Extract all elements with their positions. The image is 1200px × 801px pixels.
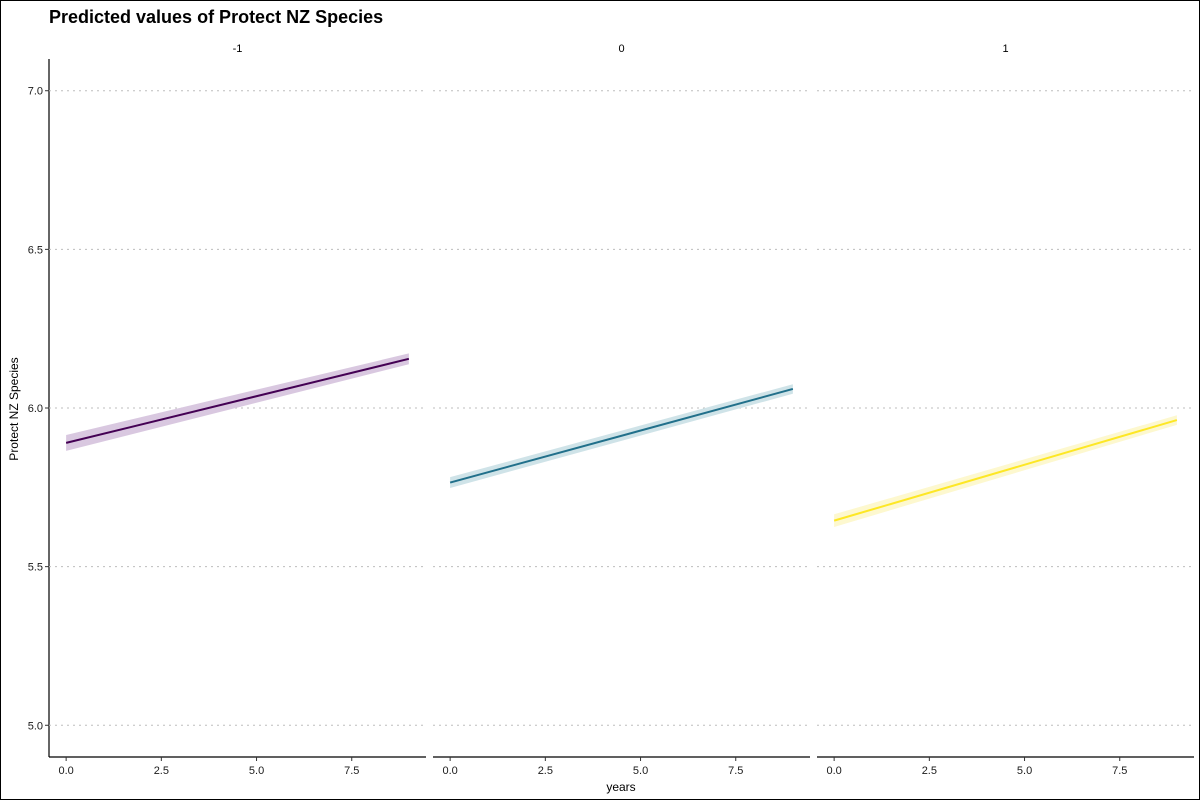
plot-layer: 5.0 5.5 6.0 6.5 7.0 -1 0.0 2.5 5.0 7.5 0 0.0 2.5 5.0 7… [28,43,1194,777]
confidence-band [66,353,409,451]
x-tick-label: 0.0 [826,765,841,777]
y-tick-label: 5.5 [28,562,43,574]
x-tick-label: 0.0 [442,765,457,777]
facet-strip-label: -1 [233,43,243,55]
series-line [65,357,410,444]
x-tick-label: 2.5 [538,765,553,777]
y-tick-label: 5.0 [28,720,43,732]
facet-strip-label: 0 [618,43,624,55]
y-tick-label: 7.0 [28,86,43,98]
y-axis-title: Protect NZ Species [7,357,21,460]
x-tick-label: 7.5 [1112,765,1127,777]
series-line [833,419,1178,522]
x-tick-label: 2.5 [154,765,169,777]
x-tick-label: 5.0 [633,765,648,777]
series-line [449,387,794,484]
x-tick-label: 5.0 [1017,765,1032,777]
x-tick-label: 7.5 [728,765,743,777]
x-tick-label: 7.5 [344,765,359,777]
x-tick-label: 0.0 [58,765,73,777]
chart-title: Predicted values of Protect NZ Species [49,7,383,27]
x-axis-title: years [606,780,635,794]
y-tick-label: 6.0 [28,403,43,415]
facet-strip-label: 1 [1002,43,1008,55]
x-tick-label: 2.5 [922,765,937,777]
y-tick-label: 6.5 [28,244,43,256]
x-tick-label: 5.0 [249,765,264,777]
